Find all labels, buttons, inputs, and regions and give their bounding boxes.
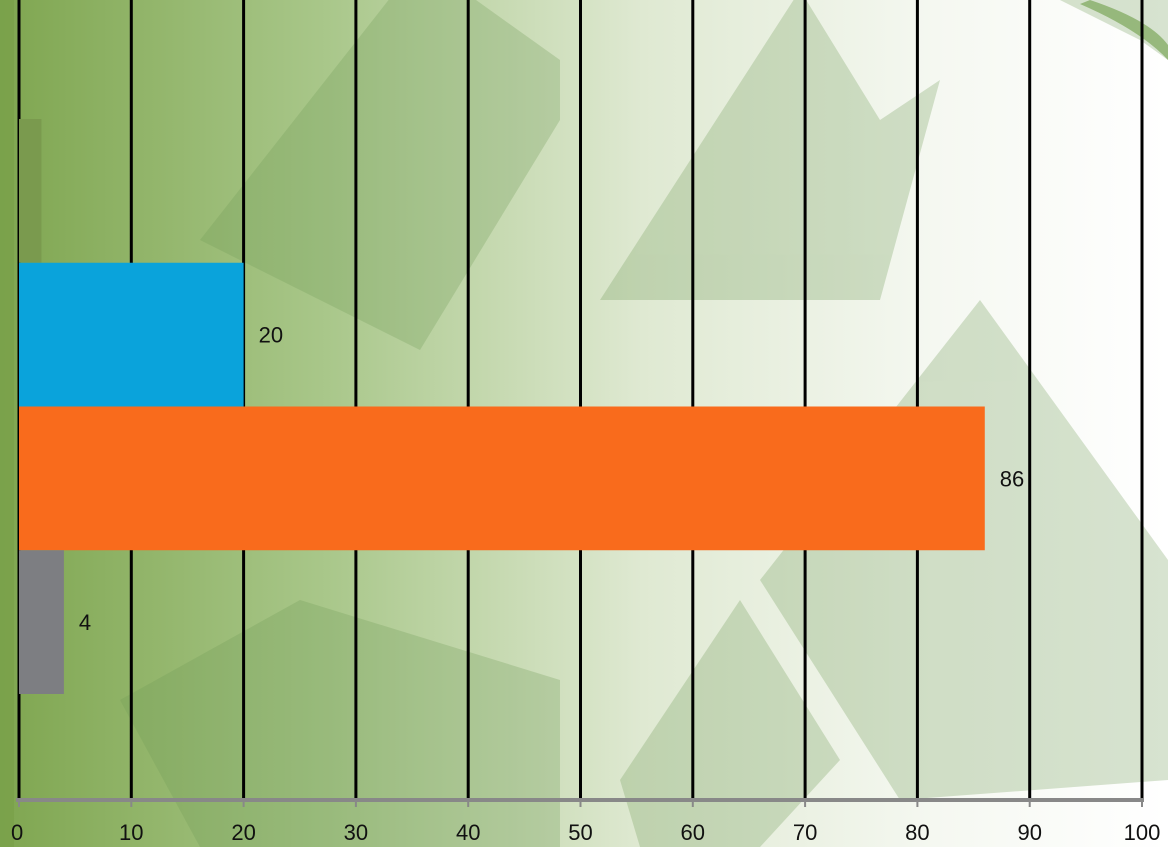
x-tick-label: 100: [1124, 820, 1161, 845]
bar-2: [19, 262, 244, 407]
x-tick-label: 20: [231, 820, 255, 845]
x-tick-label: 70: [793, 820, 817, 845]
bar-1: [19, 119, 42, 263]
x-tick-label: 80: [905, 820, 929, 845]
bar-3: [19, 406, 985, 551]
x-tick-label: 0: [11, 820, 23, 845]
data-labels: 20 86 4: [79, 323, 1024, 636]
x-tick-label: 90: [1017, 820, 1041, 845]
x-tick-label: 10: [119, 820, 143, 845]
x-tick-label: 60: [681, 820, 705, 845]
x-tick-label: 30: [344, 820, 368, 845]
x-axis: 0 10 20 30 40 50 60 70 80 90 100: [11, 798, 1161, 845]
bars: [19, 119, 985, 694]
bar-3-data-label: 86: [1000, 466, 1024, 491]
x-tick-label: 50: [568, 820, 592, 845]
bar-2-data-label: 20: [259, 323, 283, 348]
bar-4-data-label: 4: [79, 610, 91, 635]
x-tick-label: 40: [456, 820, 480, 845]
bar-4: [19, 550, 64, 694]
